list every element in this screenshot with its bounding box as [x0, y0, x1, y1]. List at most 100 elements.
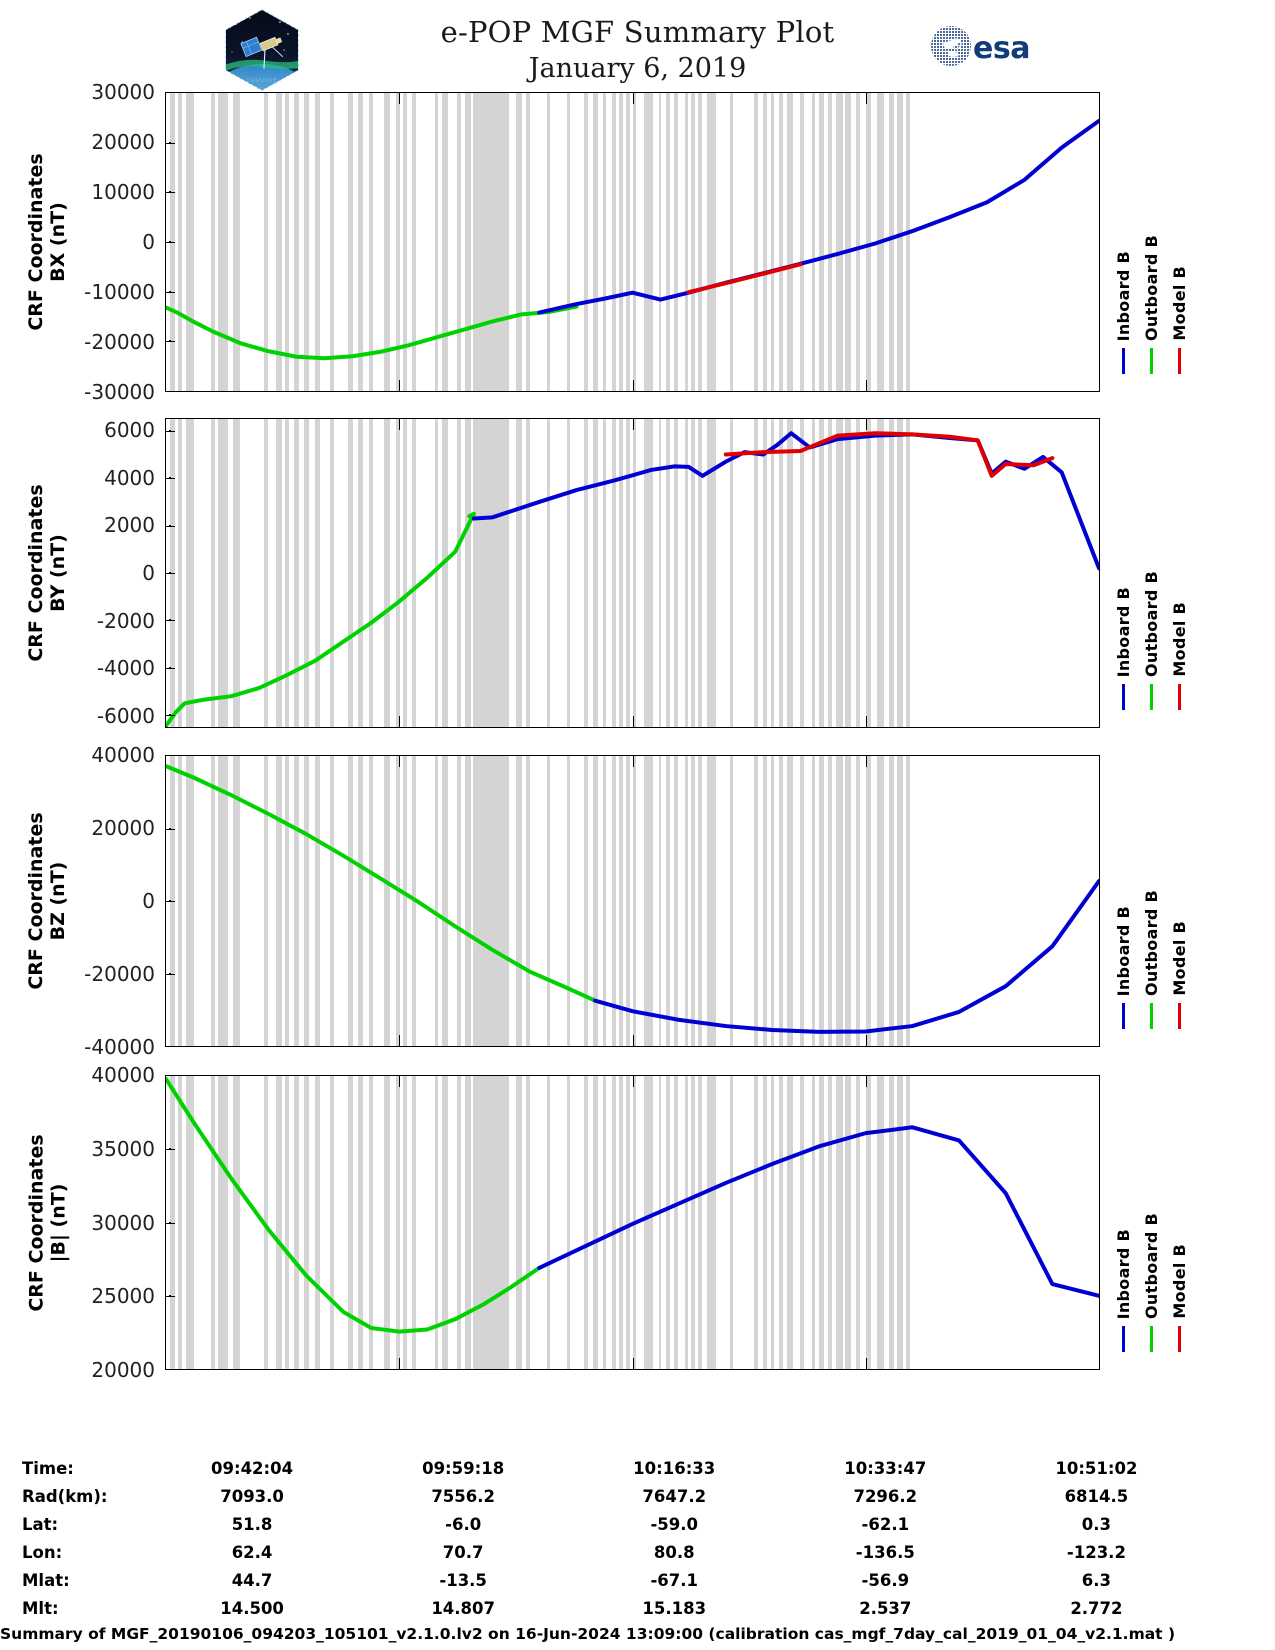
plot-panel-by: 6000 4000 2000 0 -2000 -4000 -6000 CRF Coordina…: [25, 418, 1189, 728]
y-tick-label: 35000: [91, 1136, 155, 1161]
legend-swatch-model: [1178, 348, 1181, 374]
row-value: 0.3: [1081, 1515, 1112, 1534]
y-tick-dot: [169, 666, 171, 669]
y-axis-title-line1: CRF Coordinates: [25, 812, 47, 990]
y-tick-dot: [169, 572, 171, 574]
y-tick-label: 30000: [91, 80, 155, 104]
y-axis-title-line2: |B| (nT): [47, 1183, 69, 1262]
y-axis-title: CRF Coordinates |B| (nT): [25, 1075, 69, 1370]
y-tick-dot: [169, 714, 171, 717]
y-tick-label: 20000: [91, 130, 155, 154]
plot-frame: [165, 1075, 1100, 1370]
y-tick-label: -20000: [84, 962, 155, 986]
x-tick: [399, 756, 401, 767]
row-value: 80.8: [653, 1543, 695, 1562]
page-title: e-POP MGF Summary Plot: [440, 15, 835, 49]
series-line-outboard-b: [166, 514, 474, 726]
y-tick-label: -6000: [96, 704, 155, 729]
series-line-outboard-b: [166, 766, 595, 1001]
x-tick: [399, 93, 401, 104]
row-label: Mlat:: [22, 1571, 70, 1590]
row-value: 14.807: [431, 1599, 495, 1618]
x-tick: [632, 1035, 634, 1046]
legend-label-outboard: Outboard B: [1142, 235, 1161, 341]
row-value: 7647.2: [642, 1487, 707, 1506]
x-tick: [632, 380, 634, 391]
legend-label-inboard: Inboard B: [1114, 1228, 1133, 1319]
y-tick-dot: [169, 477, 171, 480]
row-label: Time:: [22, 1459, 74, 1478]
legend-label-inboard: Inboard B: [1114, 586, 1133, 677]
y-tick-dot: [169, 290, 171, 293]
data-gap-bands: [166, 419, 1099, 727]
row-value: 7093.0: [220, 1487, 284, 1506]
y-tick-dot: [169, 619, 171, 622]
y-tick-label: 0: [142, 230, 155, 254]
y-axis-tick-labels: 30000 20000 10000 0 -10000 -20000 -30000: [45, 80, 165, 404]
row-label: Lon:: [22, 1543, 63, 1562]
row-value: 6.3: [1081, 1571, 1112, 1590]
y-tick-dot: [169, 340, 171, 343]
series-line-inboard-b: [539, 121, 1099, 313]
y-tick-label: -4000: [96, 656, 155, 681]
y-tick-dot: [169, 972, 171, 975]
y-tick-label: -30000: [84, 380, 155, 404]
panel-legend: Inboard B Outboard B Model B: [1100, 755, 1230, 1047]
x-tick: [865, 419, 867, 430]
y-axis-title: CRF Coordinates BZ (nT): [25, 755, 69, 1047]
esa-agency-logo: esa: [925, 22, 1045, 70]
x-tick: [399, 380, 401, 391]
x-tick: [399, 1035, 401, 1046]
row-value: 15.183: [642, 1599, 707, 1618]
series-layer: [166, 756, 1099, 1046]
y-tick-label: 30000: [91, 1210, 155, 1235]
row-label: Rad(km):: [22, 1487, 108, 1506]
y-tick-dot: [169, 827, 171, 830]
page-header: CASSIOPE e-POP MGF Summary Plot January …: [0, 0, 1275, 92]
legend-label-outboard: Outboard B: [1142, 890, 1161, 996]
x-tick: [865, 1035, 867, 1046]
row-value: 2.772: [1070, 1599, 1123, 1618]
y-tick-dot: [169, 900, 171, 902]
y-tick-dot: [169, 524, 171, 527]
y-axis-title: CRF Coordinates BY (nT): [25, 418, 69, 728]
x-tick: [865, 756, 867, 767]
y-tick-label: 0: [142, 889, 155, 913]
row-value: 44.7: [231, 1571, 273, 1590]
footer-caption: Summary of MGF_20190106_094203_105101_v2…: [0, 1625, 1176, 1643]
series-line-inboard-b: [539, 1127, 1099, 1295]
y-tick-label: 10000: [91, 180, 155, 204]
row-value: -123.2: [1066, 1543, 1126, 1562]
row-value: 10:16:33: [633, 1459, 716, 1478]
x-tick: [399, 1076, 401, 1087]
series-line-outboard-b: [166, 307, 577, 359]
table-row: Lat: 51.8 -6.0 -59.0 -62.1 0.3: [22, 1511, 1202, 1539]
legend-swatch-inboard: [1122, 684, 1125, 710]
row-value: 2.537: [859, 1599, 912, 1618]
series-layer: [166, 1076, 1099, 1369]
x-tick: [632, 1076, 634, 1087]
y-tick-label: 40000: [91, 1063, 155, 1087]
y-axis-title-line1: CRF Coordinates: [25, 484, 47, 662]
y-axis-title-line1: CRF Coordinates: [25, 153, 47, 331]
table-row: Rad(km): 7093.0 7556.2 7647.2 7296.2 6814.5: [22, 1483, 1202, 1511]
data-gap-bands: [166, 1076, 1099, 1369]
y-tick-dot: [169, 1148, 171, 1151]
x-tick: [632, 756, 634, 767]
y-tick-label: 20000: [91, 1358, 155, 1382]
row-value: -13.5: [439, 1571, 487, 1590]
x-tick: [865, 1358, 867, 1369]
row-label: Mlt:: [22, 1599, 59, 1618]
y-tick-label: -20000: [84, 330, 155, 354]
y-axis-title-line2: BX (nT): [47, 202, 69, 282]
table-row: Mlt: 14.500 14.807 15.183 2.537 2.772: [22, 1595, 1202, 1623]
legend-label-model: Model B: [1170, 921, 1189, 996]
legend-swatch-model: [1178, 684, 1181, 710]
series-layer: [166, 93, 1099, 391]
title-block: e-POP MGF Summary Plot January 6, 2019: [0, 14, 1275, 86]
y-axis-tick-labels: 40000 35000 30000 25000 20000: [45, 1063, 165, 1382]
row-value: -56.9: [861, 1571, 910, 1590]
row-label: Lat:: [22, 1515, 59, 1534]
plot-frame: [165, 755, 1100, 1047]
plot-frame: [165, 92, 1100, 392]
